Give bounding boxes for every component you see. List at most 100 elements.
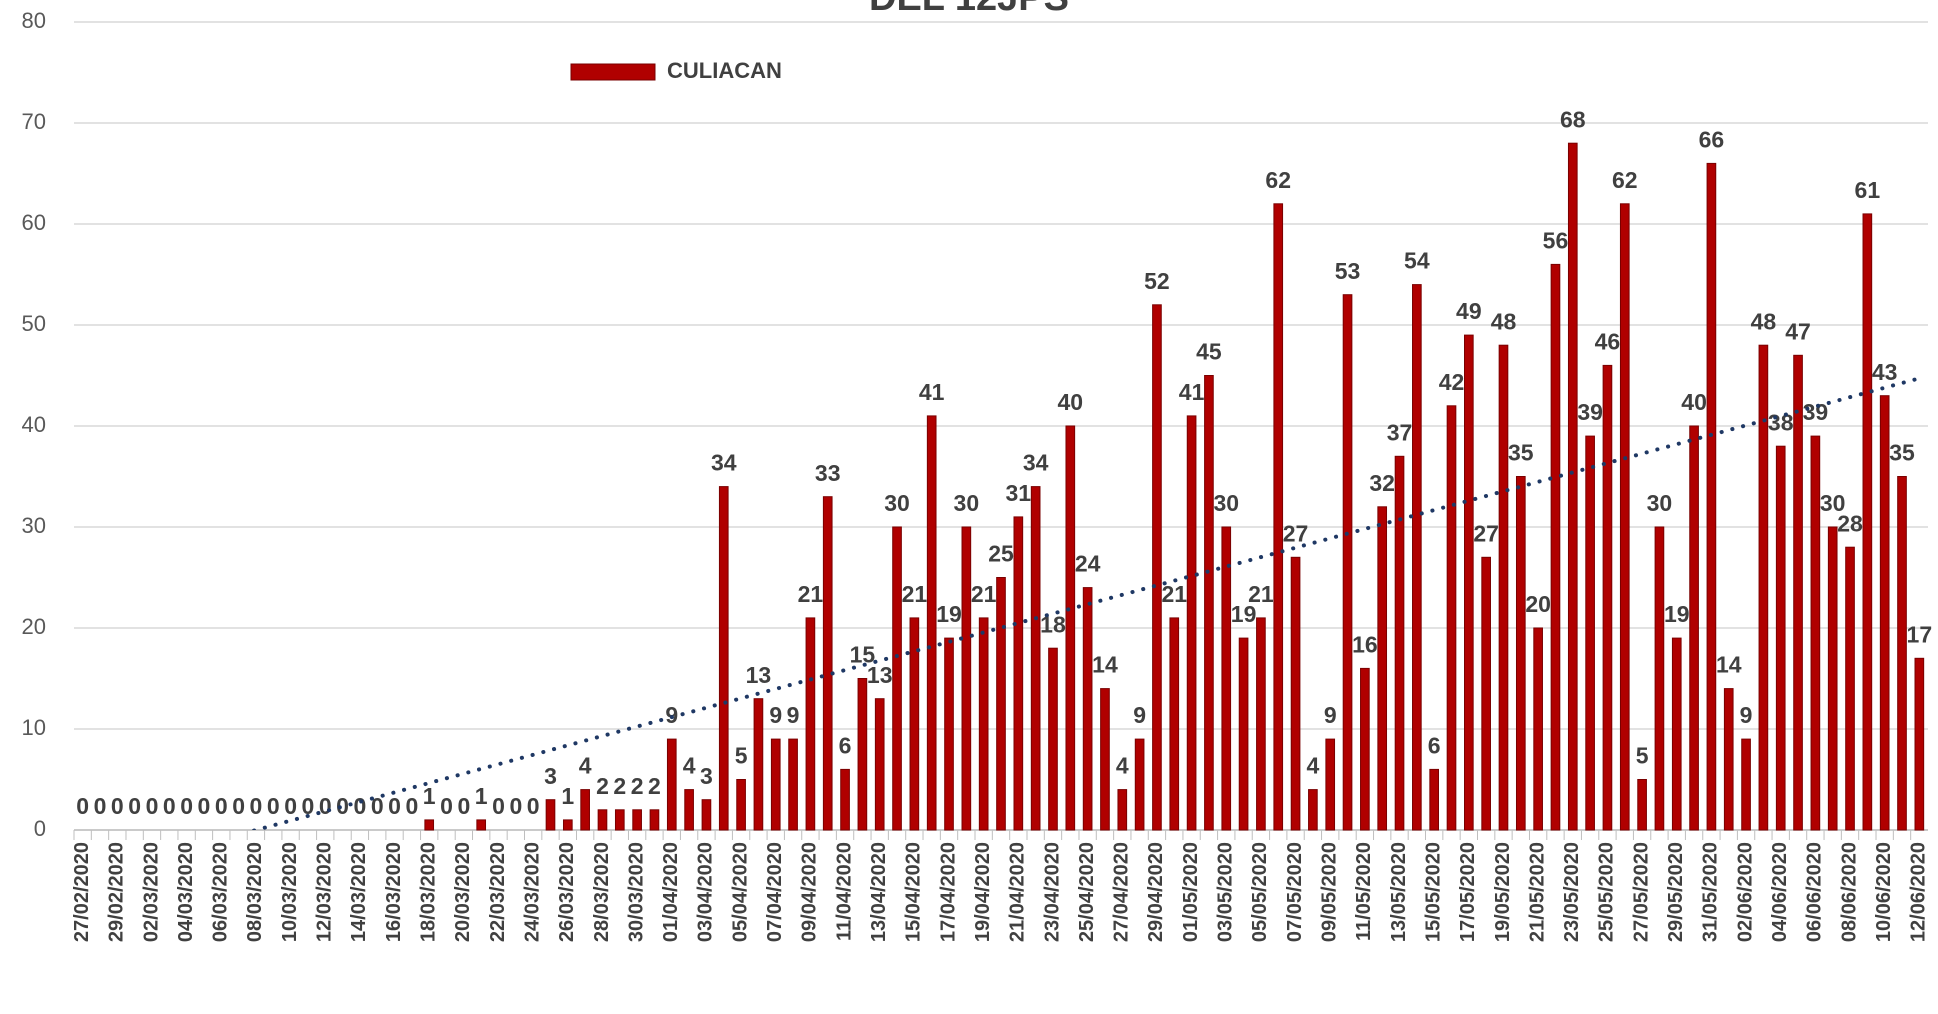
bar <box>978 617 989 831</box>
x-tick-label: 11/05/2020 <box>1353 842 1375 941</box>
data-label: 0 <box>336 793 349 819</box>
bar <box>1602 364 1613 831</box>
data-label: 40 <box>1058 389 1084 415</box>
bar <box>684 789 694 831</box>
data-label: 1 <box>561 783 574 809</box>
x-tick-label: 02/03/2020 <box>140 842 162 942</box>
data-label: 6 <box>1428 732 1441 758</box>
bar <box>805 617 816 831</box>
x-tick-label: 12/03/2020 <box>314 842 336 942</box>
bar <box>1810 435 1821 831</box>
data-label: 0 <box>215 793 228 819</box>
bar <box>1914 657 1925 831</box>
data-label: 0 <box>94 793 107 819</box>
x-tick-label: 29/04/2020 <box>1145 842 1167 942</box>
bar <box>1637 779 1647 831</box>
data-label: 9 <box>1740 702 1753 728</box>
data-label: 1 <box>423 783 436 809</box>
bar <box>476 819 487 831</box>
bar <box>1723 688 1734 831</box>
x-tick-label: 16/03/2020 <box>383 842 405 942</box>
y-tick-label: 60 <box>22 210 46 235</box>
data-label: 1 <box>475 783 488 809</box>
bar <box>1481 556 1491 831</box>
x-tick-label: 11/04/2020 <box>833 842 855 941</box>
data-label: 54 <box>1404 248 1430 274</box>
data-label: 20 <box>1525 591 1551 617</box>
x-tick-label: 04/03/2020 <box>175 842 197 942</box>
data-label: 19 <box>1664 601 1690 627</box>
bar <box>1377 506 1388 831</box>
data-label: 30 <box>1820 490 1846 516</box>
data-label: 0 <box>111 793 124 819</box>
data-label: 0 <box>353 793 366 819</box>
x-tick-label: 29/05/2020 <box>1665 842 1687 942</box>
data-label: 35 <box>1508 440 1534 466</box>
bar <box>961 526 972 831</box>
data-label: 41 <box>919 379 945 405</box>
data-label: 4 <box>1116 753 1129 779</box>
data-label: 15 <box>850 642 876 668</box>
x-tick-label: 21/05/2020 <box>1526 842 1548 942</box>
bar <box>1394 455 1405 831</box>
x-tick-label: 28/03/2020 <box>591 842 613 942</box>
x-tick-label: 24/03/2020 <box>521 842 543 942</box>
data-label: 62 <box>1612 167 1638 193</box>
data-label: 27 <box>1283 520 1309 546</box>
data-label: 0 <box>250 793 263 819</box>
y-tick-label: 40 <box>22 412 46 437</box>
bar <box>1048 647 1058 831</box>
data-label: 9 <box>787 702 800 728</box>
x-tick-label: 05/05/2020 <box>1249 842 1271 942</box>
data-label: 48 <box>1491 308 1517 334</box>
bar <box>1567 142 1578 831</box>
data-label: 34 <box>1023 450 1049 476</box>
legend-label: CULIACAN <box>667 58 782 83</box>
x-tick-label: 10/06/2020 <box>1873 842 1895 942</box>
bar <box>1273 203 1284 831</box>
data-label: 9 <box>1324 702 1337 728</box>
data-label: 0 <box>76 793 89 819</box>
data-label: 21 <box>971 581 997 607</box>
data-label: 0 <box>180 793 193 819</box>
data-label: 45 <box>1196 339 1222 365</box>
data-label: 68 <box>1560 106 1586 132</box>
bar <box>701 799 712 831</box>
data-label: 25 <box>988 541 1014 567</box>
y-tick-label: 50 <box>22 311 46 336</box>
y-tick-label: 10 <box>22 715 46 740</box>
x-tick-label: 23/05/2020 <box>1561 842 1583 942</box>
x-tick-label: 12/06/2020 <box>1908 842 1930 942</box>
data-label: 2 <box>631 773 644 799</box>
x-tick-label: 21/04/2020 <box>1007 842 1029 942</box>
data-label: 21 <box>1161 581 1187 607</box>
x-tick-label: 15/05/2020 <box>1422 842 1444 942</box>
data-label: 0 <box>388 793 401 819</box>
x-tick-label: 25/04/2020 <box>1076 842 1098 942</box>
data-label: 0 <box>232 793 245 819</box>
data-label: 0 <box>198 793 211 819</box>
bar <box>1325 738 1336 831</box>
data-label: 30 <box>1213 490 1239 516</box>
x-tick-label: 09/05/2020 <box>1318 842 1340 942</box>
bar <box>1897 476 1907 831</box>
bar <box>1065 425 1076 831</box>
x-tick-label: 08/03/2020 <box>244 842 266 942</box>
x-tick-label: 02/06/2020 <box>1734 842 1756 942</box>
data-label: 17 <box>1907 621 1933 647</box>
y-tick-label: 30 <box>22 513 46 538</box>
x-tick-label: 15/04/2020 <box>903 842 925 942</box>
data-label: 37 <box>1387 419 1413 445</box>
data-label: 13 <box>867 662 893 688</box>
bar <box>718 486 729 831</box>
x-tick-label: 27/02/2020 <box>71 842 93 942</box>
data-label: 31 <box>1006 480 1032 506</box>
bar <box>1758 344 1769 831</box>
bar <box>580 789 590 831</box>
bar <box>926 415 937 831</box>
data-label: 0 <box>267 793 280 819</box>
data-label: 39 <box>1577 399 1603 425</box>
x-tick-label: 05/04/2020 <box>729 842 751 942</box>
trendline <box>248 376 1922 830</box>
